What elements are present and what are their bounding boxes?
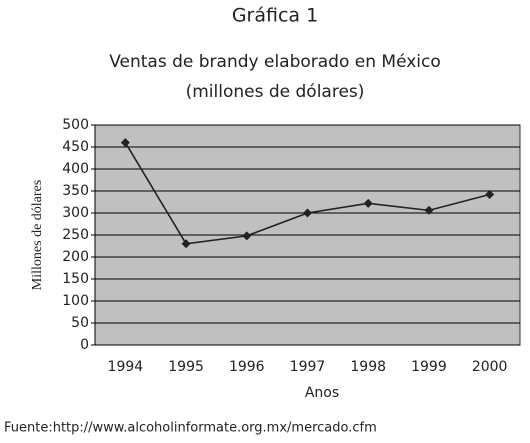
- x-tick-label: 1999: [411, 359, 447, 375]
- y-tick-label: 300: [62, 205, 89, 221]
- x-tick-label: 1998: [350, 359, 386, 375]
- chart-heading: Gráfica 1: [232, 5, 318, 27]
- data-point: [485, 190, 495, 200]
- y-axis-label: Millones de dólares: [30, 180, 45, 290]
- y-tick-label: 150: [62, 271, 89, 287]
- y-tick-label: 500: [62, 117, 89, 133]
- y-tick-label: 100: [62, 293, 89, 309]
- x-tick-label: 1995: [168, 359, 204, 375]
- chart-title: Ventas de brandy elaborado en México: [109, 52, 441, 72]
- y-tick-label: 200: [62, 249, 89, 265]
- x-tick-label: 1997: [290, 359, 326, 375]
- y-tick-label: 250: [62, 227, 89, 243]
- data-point: [120, 138, 130, 148]
- y-tick-label: 50: [71, 315, 89, 331]
- y-tick-label: 450: [62, 139, 89, 155]
- y-tick-label: 400: [62, 161, 89, 177]
- y-tick-label: 0: [80, 337, 89, 353]
- x-tick-label: 1994: [108, 359, 144, 375]
- x-tick-label: 1996: [229, 359, 265, 375]
- source-note: Fuente:http://www.alcoholinformate.org.m…: [4, 421, 377, 436]
- data-point: [424, 205, 434, 215]
- y-tick-label: 350: [62, 183, 89, 199]
- data-point: [181, 239, 191, 249]
- data-point: [363, 198, 373, 208]
- data-point: [242, 231, 252, 241]
- x-axis-label: Anos: [305, 385, 339, 401]
- chart-subtitle: (millones de dólares): [186, 82, 365, 102]
- data-point: [303, 208, 312, 218]
- x-tick-label: 2000: [472, 359, 508, 375]
